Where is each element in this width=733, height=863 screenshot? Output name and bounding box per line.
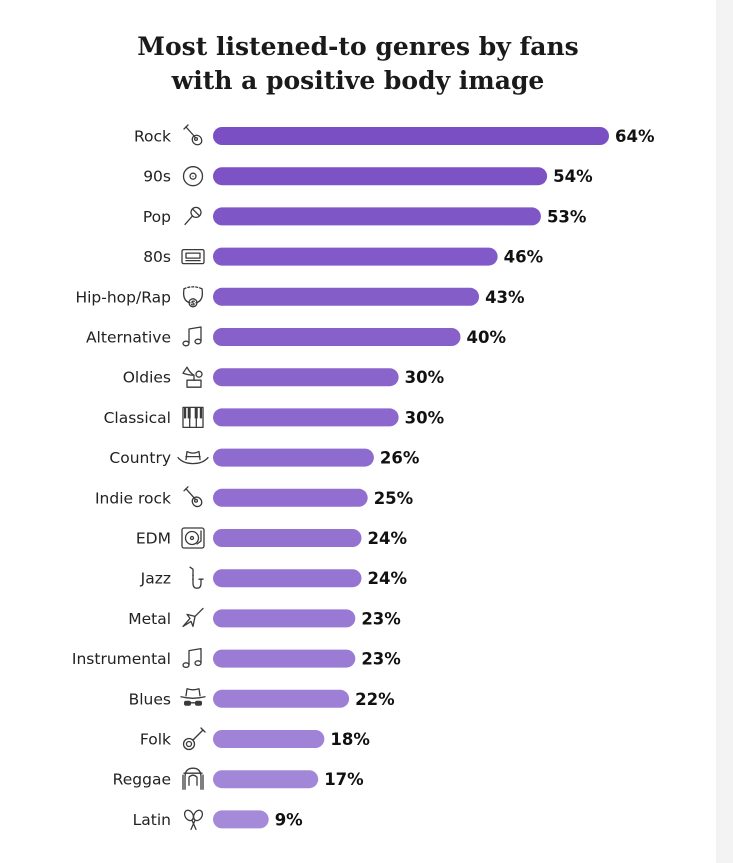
bar <box>213 127 609 145</box>
category-label: EDM <box>136 530 171 548</box>
value-label: 26% <box>380 449 420 468</box>
guitar-icon <box>183 486 203 508</box>
category-label: Rock <box>134 128 171 146</box>
music-note-icon <box>182 647 202 669</box>
electric-guitar-icon <box>182 607 204 628</box>
bar-row: Blues 22% <box>129 688 395 709</box>
chart-title-line-1: Most listened-to genres by fans <box>137 32 579 61</box>
page-edge <box>716 0 733 863</box>
bar <box>213 408 399 427</box>
piano-keys-icon <box>182 406 204 429</box>
value-label: 64% <box>615 127 655 146</box>
value-label: 30% <box>405 408 445 427</box>
bar-row: 80s 46% <box>143 247 544 267</box>
value-label: 43% <box>485 288 525 307</box>
category-label: Alternative <box>86 329 171 347</box>
bar-row: Rock 64% <box>134 124 655 146</box>
category-label: Latin <box>133 811 171 829</box>
bar-row: Latin 9% <box>133 809 303 831</box>
bar <box>213 770 319 789</box>
category-label: Blues <box>129 690 171 708</box>
value-label: 17% <box>324 770 364 789</box>
value-label: 24% <box>368 569 408 588</box>
category-label: Jazz <box>140 570 171 588</box>
bar-row: Metal 23% <box>128 607 401 628</box>
category-label: Reggae <box>113 771 171 789</box>
value-label: 46% <box>504 248 544 267</box>
bar-row: Classical 30% <box>104 406 445 429</box>
value-label: 54% <box>553 167 593 186</box>
bar-row: Reggae 17% <box>113 767 364 790</box>
bar <box>213 167 548 186</box>
turntable-icon <box>181 527 205 549</box>
value-label: 53% <box>547 207 587 226</box>
value-label: 9% <box>275 810 303 829</box>
cowboy-hat-icon <box>177 450 209 465</box>
cassette-icon <box>181 248 205 265</box>
bar <box>213 328 461 346</box>
guitar-icon <box>183 124 203 146</box>
music-note-icon <box>182 326 202 347</box>
bar-row: Hip-hop/Rap 43% <box>75 286 525 308</box>
category-label: 90s <box>143 168 171 186</box>
value-label: 23% <box>361 650 401 669</box>
value-label: 40% <box>467 328 507 347</box>
chart-title-line-2: with a positive body image <box>171 66 545 95</box>
bar-row: 90s 54% <box>143 166 593 187</box>
bar <box>213 730 325 748</box>
bar <box>213 448 374 467</box>
chart-title: Most listened-to genres by fans with a p… <box>0 30 716 98</box>
category-label: Folk <box>140 731 171 749</box>
value-label: 24% <box>368 529 408 548</box>
bar <box>213 207 541 226</box>
bar <box>213 689 350 708</box>
dreadlocks-icon <box>182 767 204 790</box>
category-label: Metal <box>128 610 171 628</box>
bar-row: Folk 18% <box>140 727 370 751</box>
value-label: 30% <box>405 368 445 387</box>
saxophone-icon <box>189 566 204 589</box>
banjo-icon <box>182 727 206 751</box>
bar <box>213 649 356 668</box>
bar <box>213 569 362 588</box>
fedora-sunglasses-icon <box>180 688 206 706</box>
bar <box>213 488 368 507</box>
bar <box>213 609 356 628</box>
category-label: Classical <box>104 409 171 427</box>
maracas-icon <box>183 809 204 831</box>
value-label: 25% <box>374 489 414 508</box>
category-label: Instrumental <box>72 650 171 668</box>
bar-chart: Rock 64% 90s 54% Pop 53% 80s 46% Hip-hop/Rap 43% A… <box>72 124 655 831</box>
bar-row: Instrumental 23% <box>72 647 401 669</box>
value-label: 22% <box>355 690 395 709</box>
bar <box>213 529 362 547</box>
bar-row: Country 26% <box>109 448 420 468</box>
category-label: Pop <box>143 208 171 226</box>
chain-necklace-icon <box>182 286 204 308</box>
category-label: Country <box>109 449 171 467</box>
value-label: 18% <box>330 730 370 749</box>
bar-row: Indie rock 25% <box>95 486 414 508</box>
bar-row: Pop 53% <box>143 206 587 226</box>
bar-row: Jazz 24% <box>140 566 408 589</box>
category-label: Hip-hop/Rap <box>75 288 171 306</box>
microphone-icon <box>184 206 202 226</box>
gramophone-icon <box>182 366 203 388</box>
bar-row: Alternative 40% <box>86 326 507 347</box>
bar <box>213 287 480 306</box>
category-label: Oldies <box>123 369 171 387</box>
category-label: Indie rock <box>95 489 171 507</box>
bar <box>213 368 399 387</box>
value-label: 23% <box>361 609 401 628</box>
cd-icon <box>182 166 204 187</box>
bar-row: EDM 24% <box>136 527 408 549</box>
category-label: 80s <box>143 248 171 266</box>
bar-row: Oldies 30% <box>123 366 445 388</box>
bar <box>213 247 498 266</box>
bar <box>213 810 269 829</box>
